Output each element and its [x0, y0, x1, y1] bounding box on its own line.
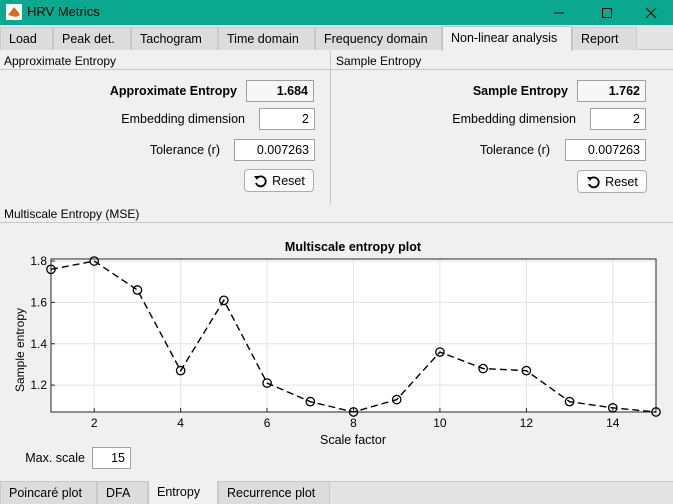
mse-data-point: [607, 403, 618, 413]
main-tab-bar: Load Peak det. Tachogram Time domain Fre…: [0, 25, 673, 51]
mse-data-point: [391, 394, 402, 405]
panel-separator: [330, 51, 331, 205]
chart-y-axis-label: Sample entropy: [13, 308, 27, 392]
tab-poincare-plot[interactable]: Poincaré plot: [0, 482, 97, 504]
sampen-dim-label: Embedding dimension: [452, 112, 576, 126]
apen-tol-label: Tolerance (r): [149, 143, 220, 157]
maximize-button[interactable]: [584, 0, 630, 25]
sampen-dim-input[interactable]: 2: [590, 108, 646, 130]
y-tick-label: 1.6: [30, 295, 47, 309]
x-tick-label: 2: [91, 416, 98, 430]
sampen-reset-label: Reset: [605, 174, 638, 189]
x-tick-label: 6: [264, 416, 271, 430]
chart-x-axis-label: Scale factor: [320, 433, 386, 447]
mse-data-point: [132, 285, 143, 295]
mse-data-point: [305, 396, 316, 407]
mse-data-point: [262, 378, 272, 388]
mse-panel-title: Multiscale Entropy (MSE): [4, 207, 140, 221]
mse-data-point: [219, 295, 229, 306]
chart-title: Multiscale entropy plot: [285, 240, 422, 254]
apen-panel-title: Approximate Entropy: [4, 54, 117, 68]
mse-data-point: [478, 363, 488, 374]
apen-value-label: Approximate Entropy: [109, 84, 237, 98]
mse-data-point: [89, 256, 100, 266]
tab-frequency-domain[interactable]: Frequency domain: [315, 27, 442, 50]
tab-entropy[interactable]: Entropy: [148, 481, 218, 504]
tab-report[interactable]: Report: [572, 27, 637, 50]
sampen-tol-input[interactable]: 0.007263: [565, 139, 646, 161]
tab-recurrence-plot[interactable]: Recurrence plot: [218, 482, 330, 504]
tab-time-domain[interactable]: Time domain: [218, 27, 315, 50]
apen-dim-input[interactable]: 2: [259, 108, 315, 130]
x-tick-label: 10: [433, 416, 447, 430]
reset-icon: [254, 174, 267, 187]
x-tick-label: 12: [520, 416, 534, 430]
sampen-value-field: 1.762: [577, 80, 646, 102]
mse-data-point: [175, 365, 186, 376]
x-tick-label: 8: [350, 416, 357, 430]
sampen-panel-divider: [331, 69, 673, 70]
mse-data-point: [564, 396, 575, 407]
y-tick-label: 1.2: [30, 378, 47, 392]
max-scale-input[interactable]: 15: [92, 447, 131, 469]
tab-non-linear-analysis[interactable]: Non-linear analysis: [442, 26, 572, 51]
window-title: HRV Metrics: [27, 4, 100, 19]
close-button[interactable]: [628, 0, 673, 25]
reset-icon: [587, 175, 600, 188]
max-scale-label: Max. scale: [25, 451, 85, 465]
sampen-tol-label: Tolerance (r): [479, 143, 550, 157]
sampen-reset-button[interactable]: Reset: [577, 170, 647, 193]
tab-load[interactable]: Load: [0, 27, 53, 50]
matlab-app-icon: [6, 4, 22, 20]
mse-chart: Multiscale entropy plot Scale factor Sam…: [0, 230, 673, 472]
x-tick-label: 14: [606, 416, 620, 430]
mse-data-point: [348, 407, 359, 417]
x-tick-label: 4: [177, 416, 184, 430]
title-bar: HRV Metrics: [0, 0, 673, 25]
apen-value-field: 1.684: [246, 80, 314, 102]
tab-dfa[interactable]: DFA: [97, 482, 148, 504]
mse-chart-svg: Multiscale entropy plot Scale factor Sam…: [13, 240, 661, 447]
mse-series-line: [50, 260, 657, 413]
mse-data-point: [46, 264, 56, 275]
y-tick-label: 1.4: [30, 337, 47, 351]
entropy-sub-tab-bar: Poincaré plot DFA Entropy Recurrence plo…: [0, 481, 673, 504]
tab-peak-det[interactable]: Peak det.: [53, 27, 131, 50]
apen-reset-button[interactable]: Reset: [244, 169, 314, 192]
y-tick-label: 1.8: [30, 254, 47, 268]
apen-tol-input[interactable]: 0.007263: [234, 139, 315, 161]
mse-panel-divider: [0, 222, 673, 223]
mse-data-point: [651, 407, 661, 417]
sampen-value-label: Sample Entropy: [472, 84, 568, 98]
tab-tachogram[interactable]: Tachogram: [131, 27, 218, 50]
apen-panel-divider: [0, 69, 330, 70]
sampen-panel-title: Sample Entropy: [336, 54, 422, 68]
mse-data-point: [435, 347, 445, 357]
minimize-button[interactable]: [536, 0, 582, 25]
mse-data-point: [521, 365, 532, 376]
apen-reset-label: Reset: [272, 173, 305, 188]
apen-dim-label: Embedding dimension: [121, 112, 245, 126]
